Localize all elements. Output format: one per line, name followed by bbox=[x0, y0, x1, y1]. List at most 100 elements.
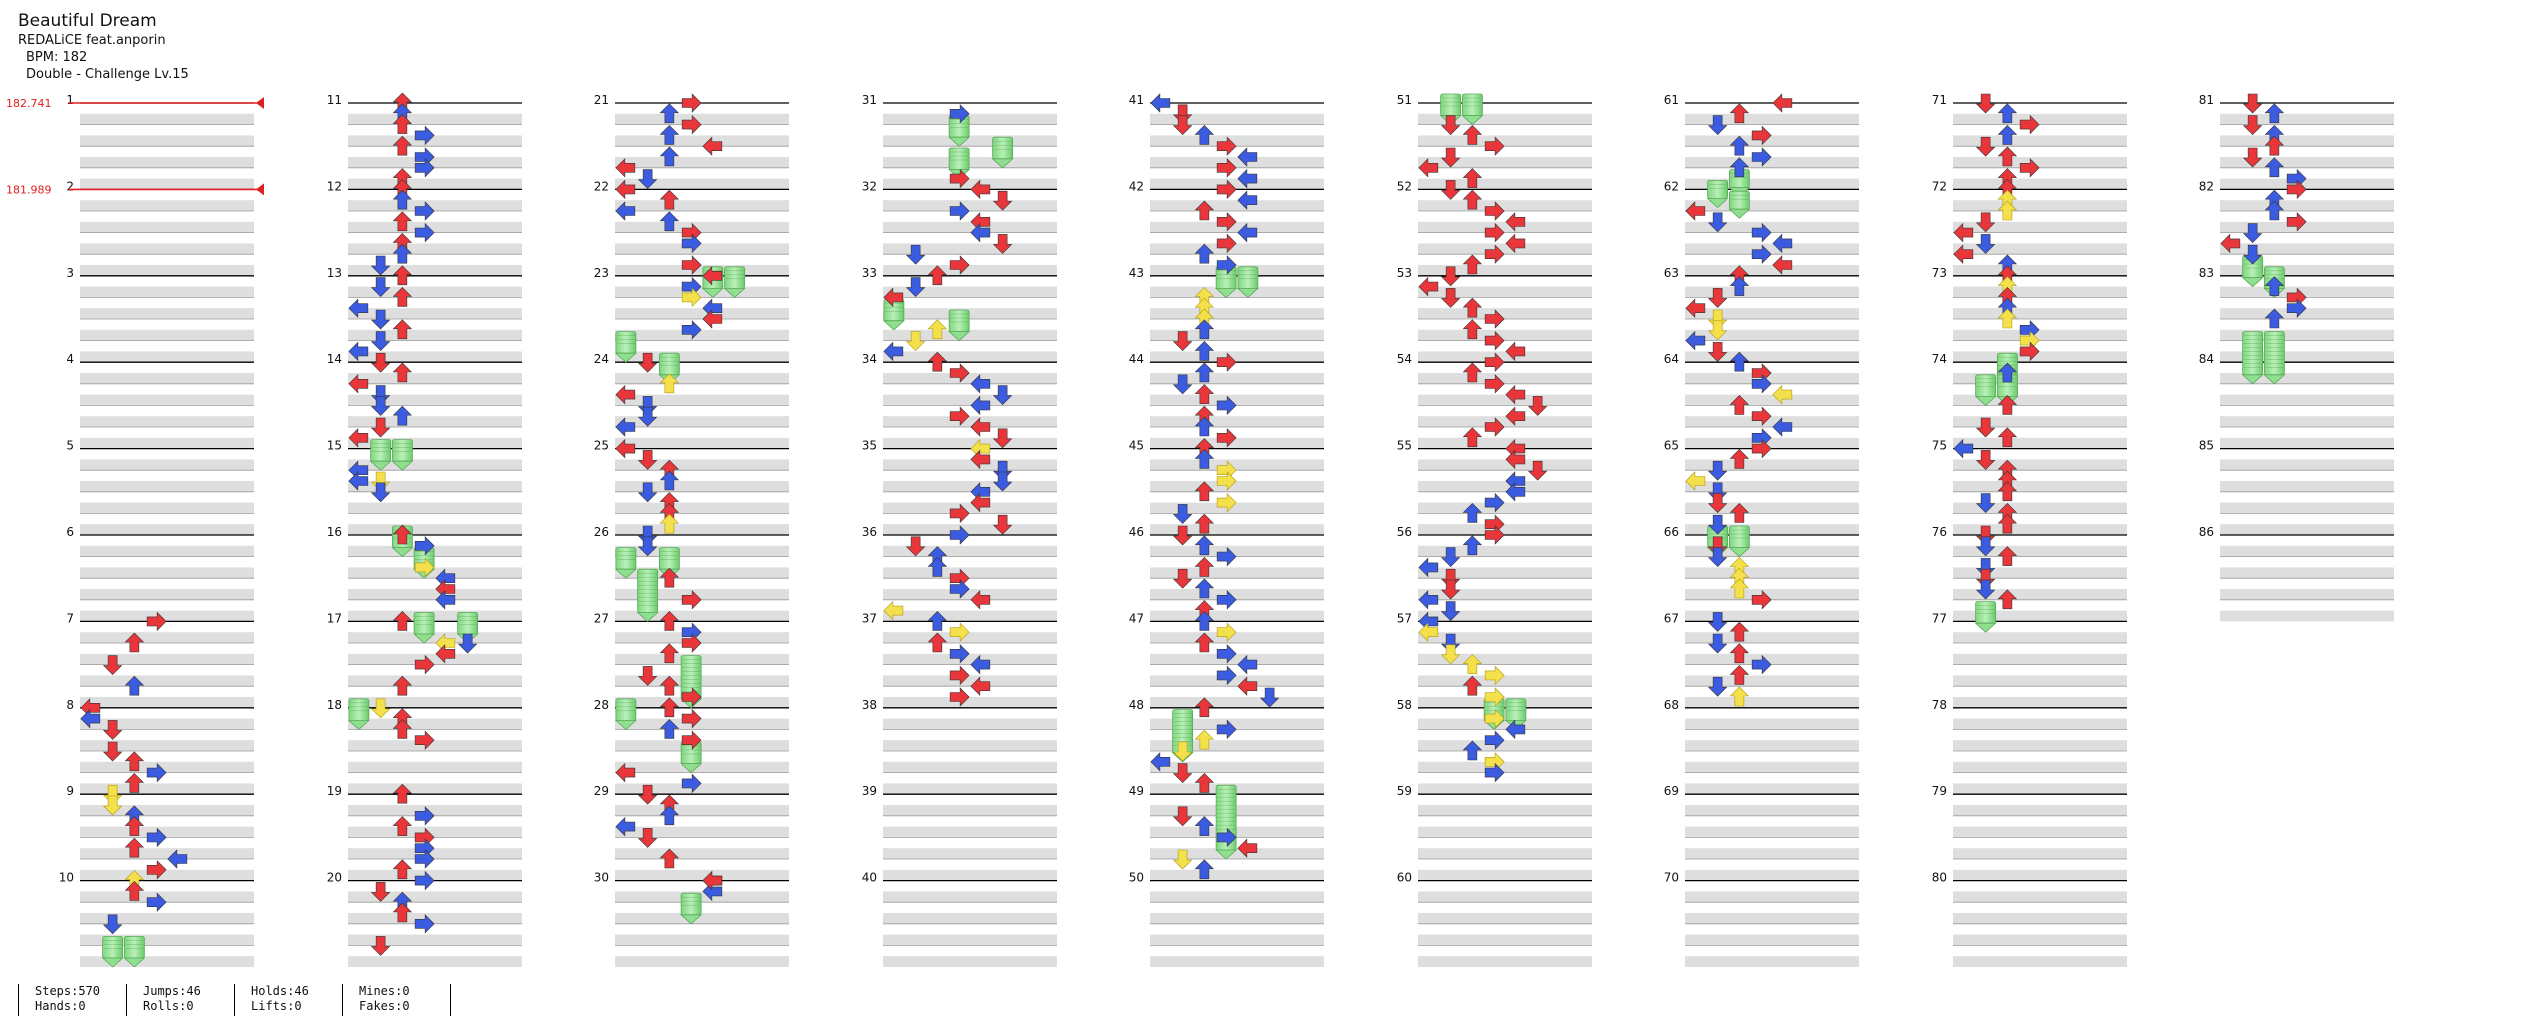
arrow-note-right-red bbox=[681, 687, 702, 707]
arrow-note-up-red bbox=[1194, 772, 1215, 793]
beat-shade bbox=[1150, 113, 1324, 125]
arrow-note-up-blue bbox=[124, 675, 145, 696]
arrow-note-right-red bbox=[146, 860, 167, 880]
arrow-note-up-yellow bbox=[1729, 578, 1750, 599]
beat-shade bbox=[348, 221, 522, 233]
arrow-note-down-red bbox=[637, 666, 658, 686]
hold-body bbox=[615, 547, 637, 570]
stat-hands: Hands:0 bbox=[35, 999, 86, 1013]
beat-shade bbox=[1953, 416, 2127, 427]
beat-shade bbox=[883, 178, 1057, 190]
beat-shade bbox=[80, 308, 254, 319]
beat-shade bbox=[615, 373, 789, 384]
beat-shade bbox=[883, 135, 1057, 147]
measure-number: 83 bbox=[2199, 266, 2214, 280]
arrow-note-down-blue bbox=[637, 536, 658, 557]
arrow-note-left-red bbox=[1685, 298, 1706, 318]
arrow-note-up-red bbox=[392, 902, 413, 923]
beat-shade bbox=[1150, 718, 1324, 730]
beat-shade bbox=[615, 567, 789, 579]
measure-73: 73 bbox=[1932, 266, 2127, 363]
beat-shade bbox=[883, 675, 1057, 687]
measure-30: 30 bbox=[594, 871, 789, 967]
beat-shade bbox=[615, 394, 789, 406]
arrow-note-right-blue bbox=[949, 525, 970, 545]
hold-body bbox=[948, 147, 970, 171]
hold-body bbox=[1728, 190, 1750, 210]
measure-number: 61 bbox=[1664, 93, 1679, 107]
beat-shade bbox=[615, 848, 789, 859]
arrow-note-down-blue bbox=[1440, 547, 1461, 568]
stat-group-holds: Holds:46 Lifts:0 bbox=[234, 984, 309, 1016]
beat-shade bbox=[883, 545, 1057, 557]
hold-tail bbox=[882, 320, 905, 331]
measure-number: 17 bbox=[327, 611, 342, 625]
beat-shade bbox=[348, 632, 522, 643]
arrow-note-up-blue bbox=[2264, 103, 2285, 124]
hold-tail bbox=[991, 158, 1014, 169]
measure-32: 32 bbox=[862, 179, 1057, 276]
measure-68: 68 bbox=[1664, 698, 1859, 795]
measure-35: 35 bbox=[862, 439, 1057, 535]
beat-shade bbox=[80, 718, 254, 730]
measure-10: 10 bbox=[59, 871, 254, 967]
measure-number: 50 bbox=[1129, 871, 1144, 885]
arrow-note-left-red bbox=[970, 449, 991, 470]
beat-shade bbox=[348, 481, 522, 492]
beat-shade bbox=[1418, 502, 1592, 514]
beat-shade bbox=[1685, 416, 1859, 427]
arrow-note-left-blue bbox=[1953, 438, 1974, 459]
arrow-note-right-red bbox=[681, 590, 702, 610]
beat-shade bbox=[615, 545, 789, 557]
measure-number: 13 bbox=[327, 266, 342, 280]
arrow-note-down-red bbox=[1440, 115, 1461, 136]
measure-number: 45 bbox=[1129, 439, 1144, 453]
arrow-note-up-blue bbox=[1729, 135, 1750, 156]
beat-shade bbox=[615, 286, 789, 298]
arrow-note-left-blue bbox=[1505, 482, 1526, 502]
measure-49: 49 bbox=[1129, 784, 1324, 881]
hold-note bbox=[413, 612, 436, 644]
arrow-note-right-red bbox=[1484, 309, 1505, 329]
arrow-note-left-red bbox=[883, 287, 904, 308]
hold-tail bbox=[123, 957, 146, 968]
beat-shade bbox=[883, 869, 1057, 881]
arrow-note-down-blue bbox=[370, 309, 391, 330]
beat-shade bbox=[615, 783, 789, 795]
beat-shade bbox=[80, 481, 254, 492]
beat-shade bbox=[1150, 956, 1324, 967]
arrow-note-down-blue bbox=[1707, 633, 1728, 654]
hold-tail bbox=[391, 547, 414, 558]
beat-shade bbox=[1953, 740, 2127, 751]
hold-body bbox=[1707, 179, 1729, 199]
beat-shade bbox=[348, 157, 522, 168]
bpm-change-label: 182.741 bbox=[6, 97, 52, 110]
beat-shade bbox=[883, 265, 1057, 276]
measure-number: 25 bbox=[594, 439, 609, 453]
arrow-note-up-red bbox=[1462, 124, 1483, 145]
beat-shade bbox=[1685, 589, 1859, 600]
measure-number: 65 bbox=[1664, 439, 1679, 453]
beat-shade bbox=[615, 718, 789, 730]
arrow-note-left-red bbox=[1505, 449, 1526, 470]
arrow-note-left-red bbox=[1505, 233, 1526, 254]
hold-tail bbox=[2241, 374, 2264, 385]
measure-number: 34 bbox=[862, 352, 877, 366]
arrow-note-left-red bbox=[970, 417, 991, 437]
beat-shade bbox=[348, 243, 522, 255]
arrow-note-left-red bbox=[970, 492, 991, 513]
arrow-note-down-red bbox=[637, 784, 658, 805]
arrow-note-up-red bbox=[1997, 546, 2018, 566]
arrow-note-left-blue bbox=[1150, 752, 1171, 772]
beat-shade bbox=[1418, 848, 1592, 859]
beat-shade bbox=[1150, 308, 1324, 319]
measure-25: 25 bbox=[594, 439, 789, 535]
beat-shade bbox=[80, 265, 254, 276]
arrow-note-down-yellow bbox=[905, 331, 926, 352]
measure-66: 66 bbox=[1664, 525, 1859, 622]
arrow-note-down-blue bbox=[1707, 460, 1728, 481]
measure-number: 60 bbox=[1397, 871, 1412, 885]
arrow-note-right-red bbox=[949, 255, 970, 275]
hold-note bbox=[2241, 331, 2264, 385]
beat-shade bbox=[80, 740, 254, 751]
